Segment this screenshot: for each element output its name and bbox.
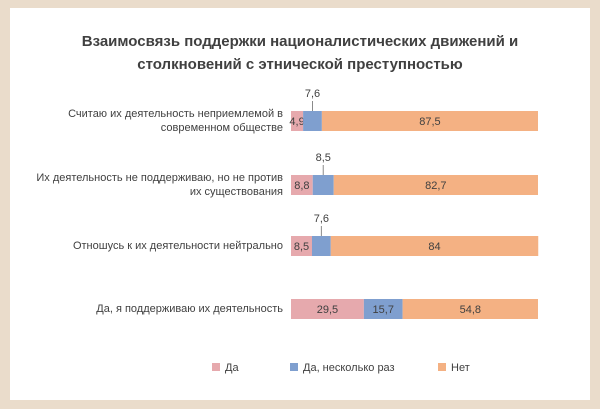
legend-swatch xyxy=(438,363,446,371)
bar-segment xyxy=(311,236,331,256)
bar-segment xyxy=(321,111,538,131)
bar-segment xyxy=(363,299,403,319)
value-label: 8,8 xyxy=(294,180,309,192)
bar-segment xyxy=(291,111,304,131)
chart-title: Взаимосвязь поддержки националистических… xyxy=(81,33,519,73)
value-label: 82,7 xyxy=(425,180,446,192)
bar-segment xyxy=(291,175,313,195)
legend-label: Да xyxy=(225,362,239,374)
value-label: 7,6 xyxy=(305,88,320,100)
value-label: 7,6 xyxy=(314,213,329,225)
bar-segment xyxy=(312,175,334,195)
value-label: 87,5 xyxy=(419,116,440,128)
category-label: Их деятельность не поддерживаю, но не пр… xyxy=(36,172,283,198)
value-label: 29,5 xyxy=(317,304,338,316)
bar-segment xyxy=(402,299,538,319)
bar-segment xyxy=(333,175,538,195)
bar-segment xyxy=(291,236,312,256)
category-label: Да, я поддерживаю их деятельность xyxy=(96,303,283,315)
value-label: 8,5 xyxy=(294,241,309,253)
legend-label: Да, несколько раз xyxy=(303,362,395,374)
value-label: 4,9 xyxy=(289,116,304,128)
category-label: Отношусь к их деятельности нейтрально xyxy=(72,240,283,252)
value-label: 54,8 xyxy=(460,304,481,316)
value-label: 84 xyxy=(428,241,440,253)
value-label: 8,5 xyxy=(316,152,331,164)
value-label: 15,7 xyxy=(373,304,394,316)
category-label: Считаю их деятельность неприемлемой в со… xyxy=(68,108,283,134)
bar-segment xyxy=(330,236,539,256)
chart-panel xyxy=(10,8,590,400)
legend-swatch xyxy=(212,363,220,371)
legend-label: Нет xyxy=(451,362,470,374)
bar-segment xyxy=(303,111,322,131)
bar-segment xyxy=(291,299,364,319)
legend-swatch xyxy=(290,363,298,371)
